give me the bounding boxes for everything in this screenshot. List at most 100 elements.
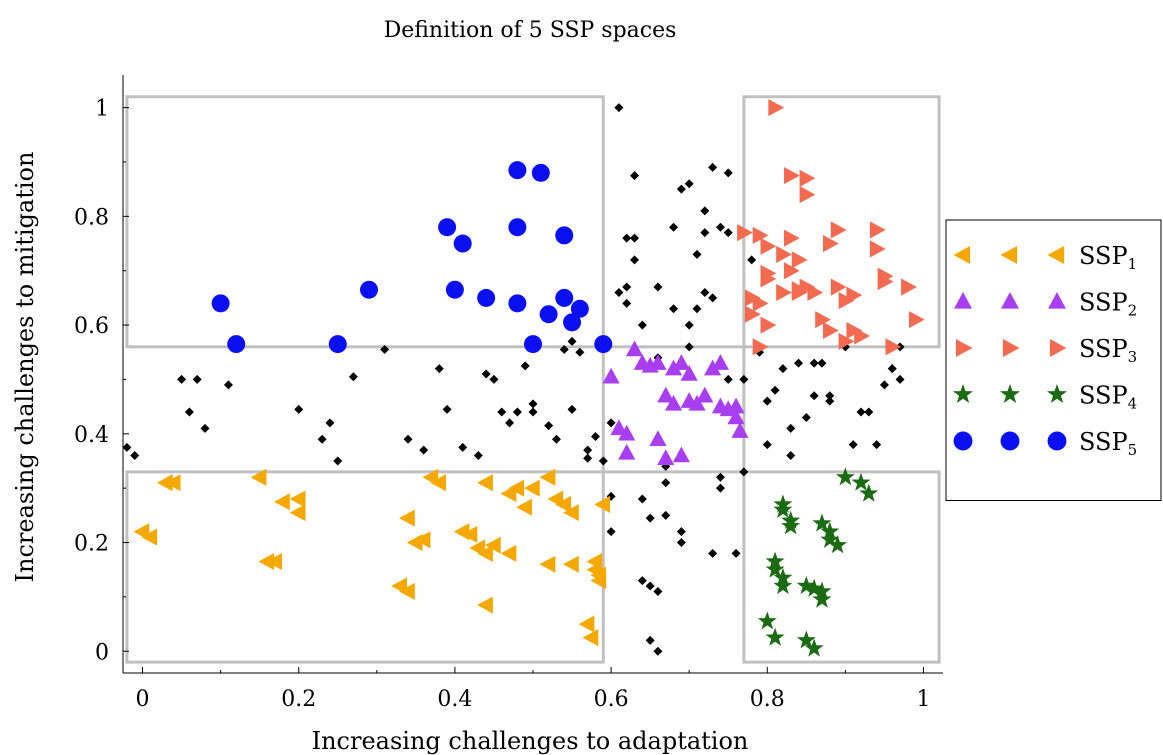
legend-label: SSP1 [1079,242,1137,273]
data-point [799,169,816,187]
data-point [731,548,741,558]
data-point [586,553,603,571]
data-point [141,528,158,546]
data-point [598,456,608,466]
data-point [838,332,855,350]
data-point [908,311,925,329]
data-point [618,424,636,441]
data-point [500,544,517,562]
data-point [1047,246,1065,264]
data-point [953,246,971,264]
data-point [846,286,863,304]
data-point [289,490,306,508]
data-point [786,451,796,461]
data-point [610,419,628,436]
data-point [563,504,579,522]
data-point [669,304,679,314]
data-point [555,226,574,245]
region-box [125,470,605,664]
data-point [458,442,468,452]
data-point [164,474,181,492]
data-point [825,396,835,406]
data-point [637,576,647,586]
data-point [524,335,542,354]
legend-box [945,219,1162,501]
data-point [661,510,671,520]
data-point [445,280,464,299]
data-point [563,313,582,332]
data-point [731,422,749,438]
data-point [657,449,675,466]
data-point [848,440,858,450]
x-axis-label: Increasing challenges to adaptation [312,727,749,755]
x-tick-label: 1 [916,687,930,712]
data-point [830,278,847,296]
data-point [590,566,607,584]
data-point [752,338,769,356]
data-point [859,483,879,502]
data-point [828,535,848,554]
legend: SSP1 SSP2 SSP3 SSP4 SSP5 [945,219,1162,501]
y-tick-label: 0.8 [74,205,109,230]
data-point [630,255,640,265]
data-point [328,335,347,354]
data-point [1000,246,1018,264]
data-point [622,298,632,308]
data-point [708,293,718,303]
data-point [625,340,644,357]
data-point [317,434,327,444]
data-point [760,237,777,255]
data-point [539,305,558,324]
data-point [539,468,556,486]
data-point [796,630,816,649]
data-point [794,358,804,368]
data-point [645,635,655,645]
data-point [637,494,647,504]
data-point [403,434,413,444]
data-point [796,576,816,595]
data-point [778,364,788,374]
data-point [953,431,973,451]
y-tick-label: 0.4 [74,423,109,448]
data-point [723,228,733,238]
data-point [676,184,686,194]
data-point [737,224,753,242]
data-point [399,582,415,601]
data-point [765,559,785,578]
data-point [442,404,452,414]
data-point [637,320,647,330]
data-point [1048,292,1066,309]
data-point [704,359,722,376]
data-point [583,453,593,463]
data-point [856,407,866,417]
data-point [657,386,675,403]
data-point [614,103,624,113]
data-point [505,418,515,428]
data-point [1000,431,1020,451]
x-tick-label: 0.4 [437,687,472,712]
data-point [570,299,589,318]
data-point [752,294,769,312]
data-point [801,412,811,422]
data-point [665,394,683,411]
data-point [622,233,632,243]
data-point [877,267,894,285]
data-point [555,495,571,514]
region-box [742,95,941,349]
data-point [851,472,871,491]
data-point [653,646,663,656]
data-point [516,498,532,516]
data-point [602,367,620,384]
data-point [551,434,561,444]
data-point [606,527,616,537]
x-tick-label: 0.8 [750,687,785,712]
data-point [783,167,800,185]
data-point [645,513,655,523]
data-point [692,249,702,259]
data-point [739,374,749,384]
data-point [575,347,585,357]
data-point [762,440,772,450]
data-point [177,374,187,384]
legend-label: SSP3 [1079,335,1137,366]
data-point [812,589,832,608]
